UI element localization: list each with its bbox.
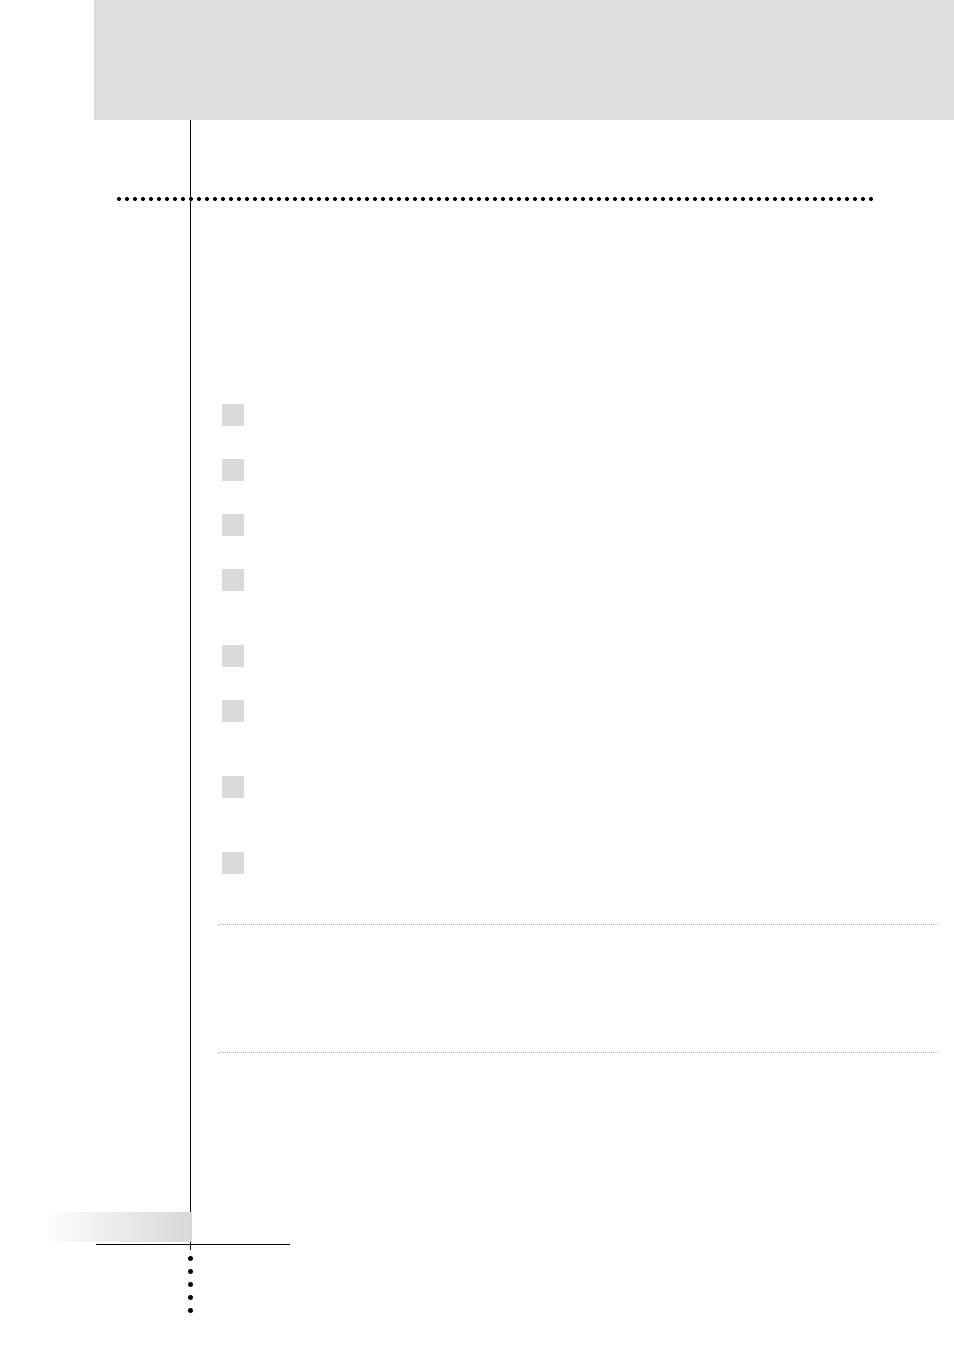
thin-dotted-rule [218,1052,938,1053]
thin-dotted-rule [218,924,938,925]
bullet-marker [222,645,244,667]
bullet-marker [222,459,244,481]
header-block [94,0,954,120]
footer-gradient [42,1212,192,1242]
bullet-marker [222,776,244,798]
vertical-rule [190,120,191,1250]
vertical-dots [188,1256,193,1316]
bullet-marker [222,514,244,536]
footer-rule [96,1244,290,1245]
bullet-marker [222,852,244,874]
bullet-marker [222,404,244,426]
bullet-marker [222,700,244,722]
bullet-marker [222,569,244,591]
dotted-divider [115,196,875,202]
